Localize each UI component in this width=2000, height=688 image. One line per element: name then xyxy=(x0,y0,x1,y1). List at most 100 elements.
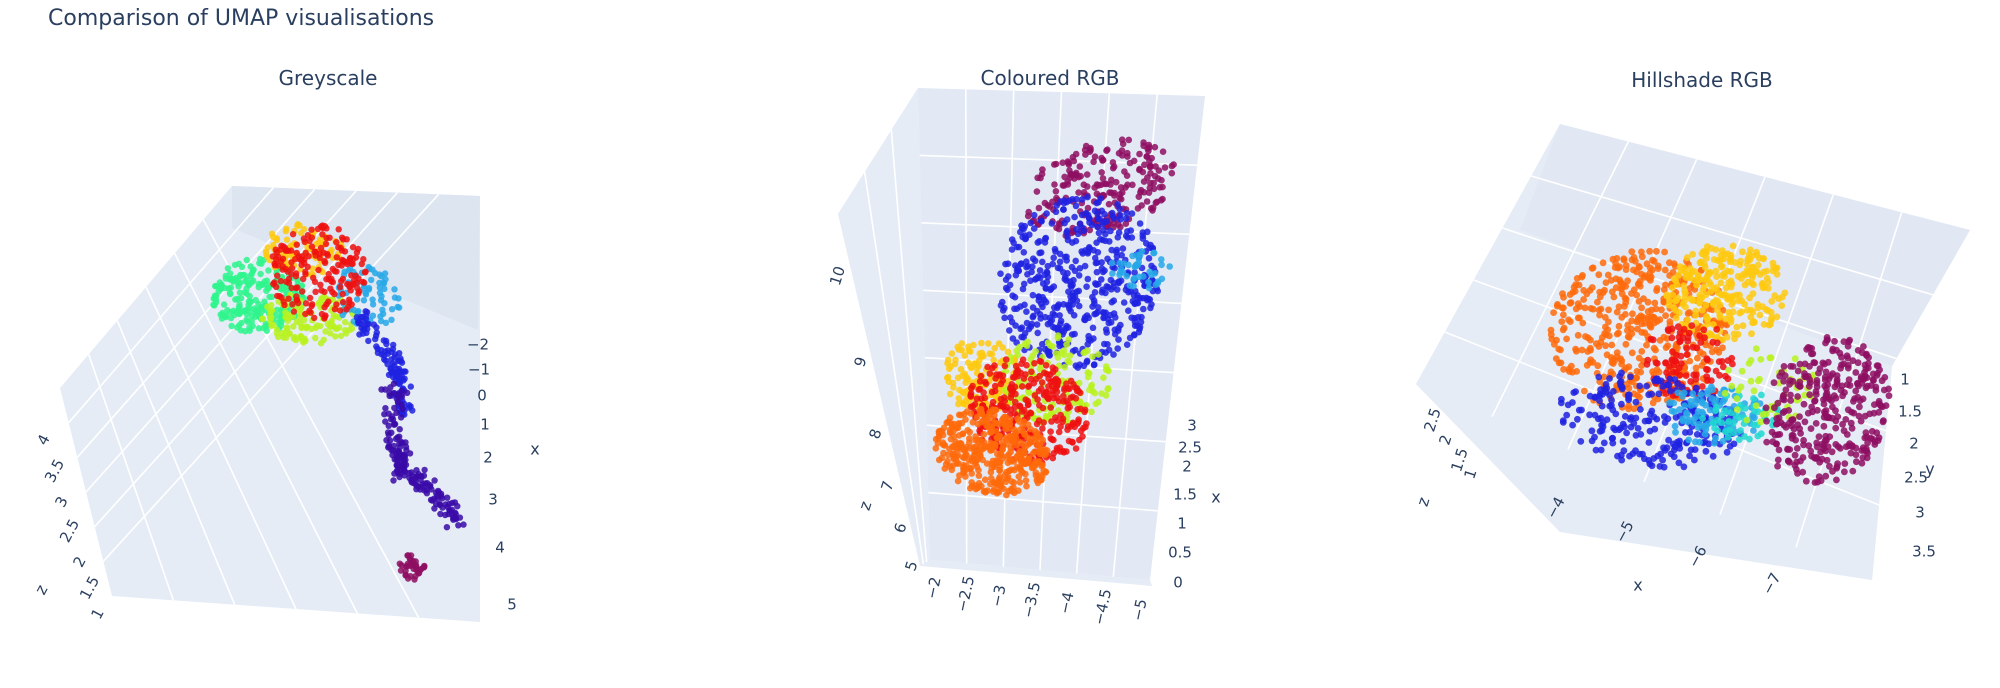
point-green xyxy=(227,290,234,298)
point-indigo xyxy=(414,483,421,490)
point-lime xyxy=(1752,402,1760,409)
point-purple xyxy=(1844,354,1852,362)
point-blue xyxy=(1591,433,1598,441)
point-cyan xyxy=(1725,418,1733,425)
point-purple xyxy=(1862,365,1870,373)
x-tick-label: 3 xyxy=(488,491,498,509)
point-red xyxy=(329,278,336,286)
point-purple xyxy=(1130,157,1138,165)
point-indigo xyxy=(383,437,390,444)
point-red xyxy=(1018,408,1026,415)
point-purple xyxy=(1848,408,1855,416)
point-red xyxy=(285,279,293,287)
point-purple xyxy=(1875,408,1883,416)
point-cyan xyxy=(1735,436,1743,443)
point-purple xyxy=(1041,199,1049,207)
point-red xyxy=(1683,344,1691,352)
point-lime xyxy=(1752,345,1760,353)
point-green xyxy=(236,310,244,317)
point-blue xyxy=(384,361,391,368)
point-lime xyxy=(1044,339,1052,347)
point-blue xyxy=(380,337,387,344)
point-orange xyxy=(1040,451,1047,458)
grid-line xyxy=(1719,194,1835,515)
point-purple xyxy=(1156,184,1164,191)
point-orange xyxy=(1008,432,1015,440)
point-purple xyxy=(1859,454,1867,461)
point-blue xyxy=(1657,377,1665,385)
point-blue xyxy=(1051,245,1059,253)
point-lime xyxy=(332,313,340,320)
point-yellow xyxy=(999,344,1007,351)
point-orange xyxy=(984,487,991,494)
point-sky xyxy=(382,319,390,326)
point-purple xyxy=(1794,393,1801,400)
point-purple xyxy=(1158,176,1165,184)
scene-greyscale[interactable]: −2 −1 0 1 2 3 4 5 x 1 1.5 2 2.5 3 3.5 4 z xyxy=(31,186,540,622)
point-purple xyxy=(1774,420,1781,428)
point-red xyxy=(1037,358,1045,366)
point-orange xyxy=(1038,462,1045,470)
point-lime xyxy=(293,318,301,325)
point-yellow xyxy=(973,360,981,367)
point-orange xyxy=(1031,428,1039,435)
point-yellow xyxy=(959,388,966,396)
point-yellow xyxy=(955,400,962,408)
point-red xyxy=(1039,425,1046,432)
point-purple xyxy=(1035,204,1043,212)
point-blue xyxy=(1586,411,1593,419)
point-orange xyxy=(1637,368,1645,376)
point-orange xyxy=(1628,317,1636,325)
point-yellow xyxy=(316,236,324,243)
point-purple xyxy=(1787,362,1795,370)
point-sky xyxy=(360,285,367,292)
point-blue xyxy=(1682,429,1689,436)
point-orange xyxy=(1651,299,1659,307)
point-yellow xyxy=(1685,272,1693,279)
point-indigo xyxy=(378,386,385,393)
point-blue xyxy=(1105,346,1113,354)
point-purple xyxy=(1039,166,1046,173)
point-purple xyxy=(1788,434,1796,442)
point-red xyxy=(1031,360,1038,367)
point-blue xyxy=(1574,415,1581,423)
point-orange xyxy=(1041,446,1049,453)
point-lime xyxy=(333,325,340,332)
point-red xyxy=(318,310,326,318)
point-purple xyxy=(1852,369,1860,376)
point-blue xyxy=(1033,275,1040,282)
point-blue xyxy=(1128,234,1136,241)
point-lime xyxy=(286,314,293,321)
point-red xyxy=(355,245,362,253)
point-sky xyxy=(1687,398,1695,405)
x-tick-label: 3 xyxy=(1187,417,1197,435)
point-yellow xyxy=(1754,304,1762,312)
point-red xyxy=(1008,384,1015,392)
point-red xyxy=(1035,417,1043,424)
point-yellow xyxy=(1778,302,1786,309)
point-blue xyxy=(1021,222,1029,230)
point-purple xyxy=(1109,159,1117,166)
point-blue xyxy=(1056,342,1063,350)
point-orange xyxy=(994,450,1001,458)
point-blue xyxy=(1101,210,1108,218)
scene-coloured-rgb[interactable]: 5 6 7 8 9 10 z −2 −2.5 −3 −3.5 −4 −4.5 −5 0 0.5 1 1.5 22.5… xyxy=(826,88,1221,627)
point-blue xyxy=(1060,301,1067,308)
point-orange xyxy=(1605,306,1612,314)
point-blue xyxy=(1091,207,1099,215)
point-blue xyxy=(1001,314,1008,322)
point-lime xyxy=(1032,348,1039,355)
point-purple xyxy=(1151,143,1159,151)
point-blue xyxy=(1005,273,1012,280)
point-orange xyxy=(1660,286,1668,293)
point-blue xyxy=(1086,219,1093,226)
point-red xyxy=(331,290,338,298)
x-tick-label: −2 xyxy=(467,336,489,354)
point-orange xyxy=(1635,298,1643,305)
point-red xyxy=(290,308,298,315)
point-purple xyxy=(404,575,412,582)
point-sky xyxy=(1145,284,1153,292)
point-orange xyxy=(949,462,956,470)
point-purple xyxy=(1112,178,1120,186)
